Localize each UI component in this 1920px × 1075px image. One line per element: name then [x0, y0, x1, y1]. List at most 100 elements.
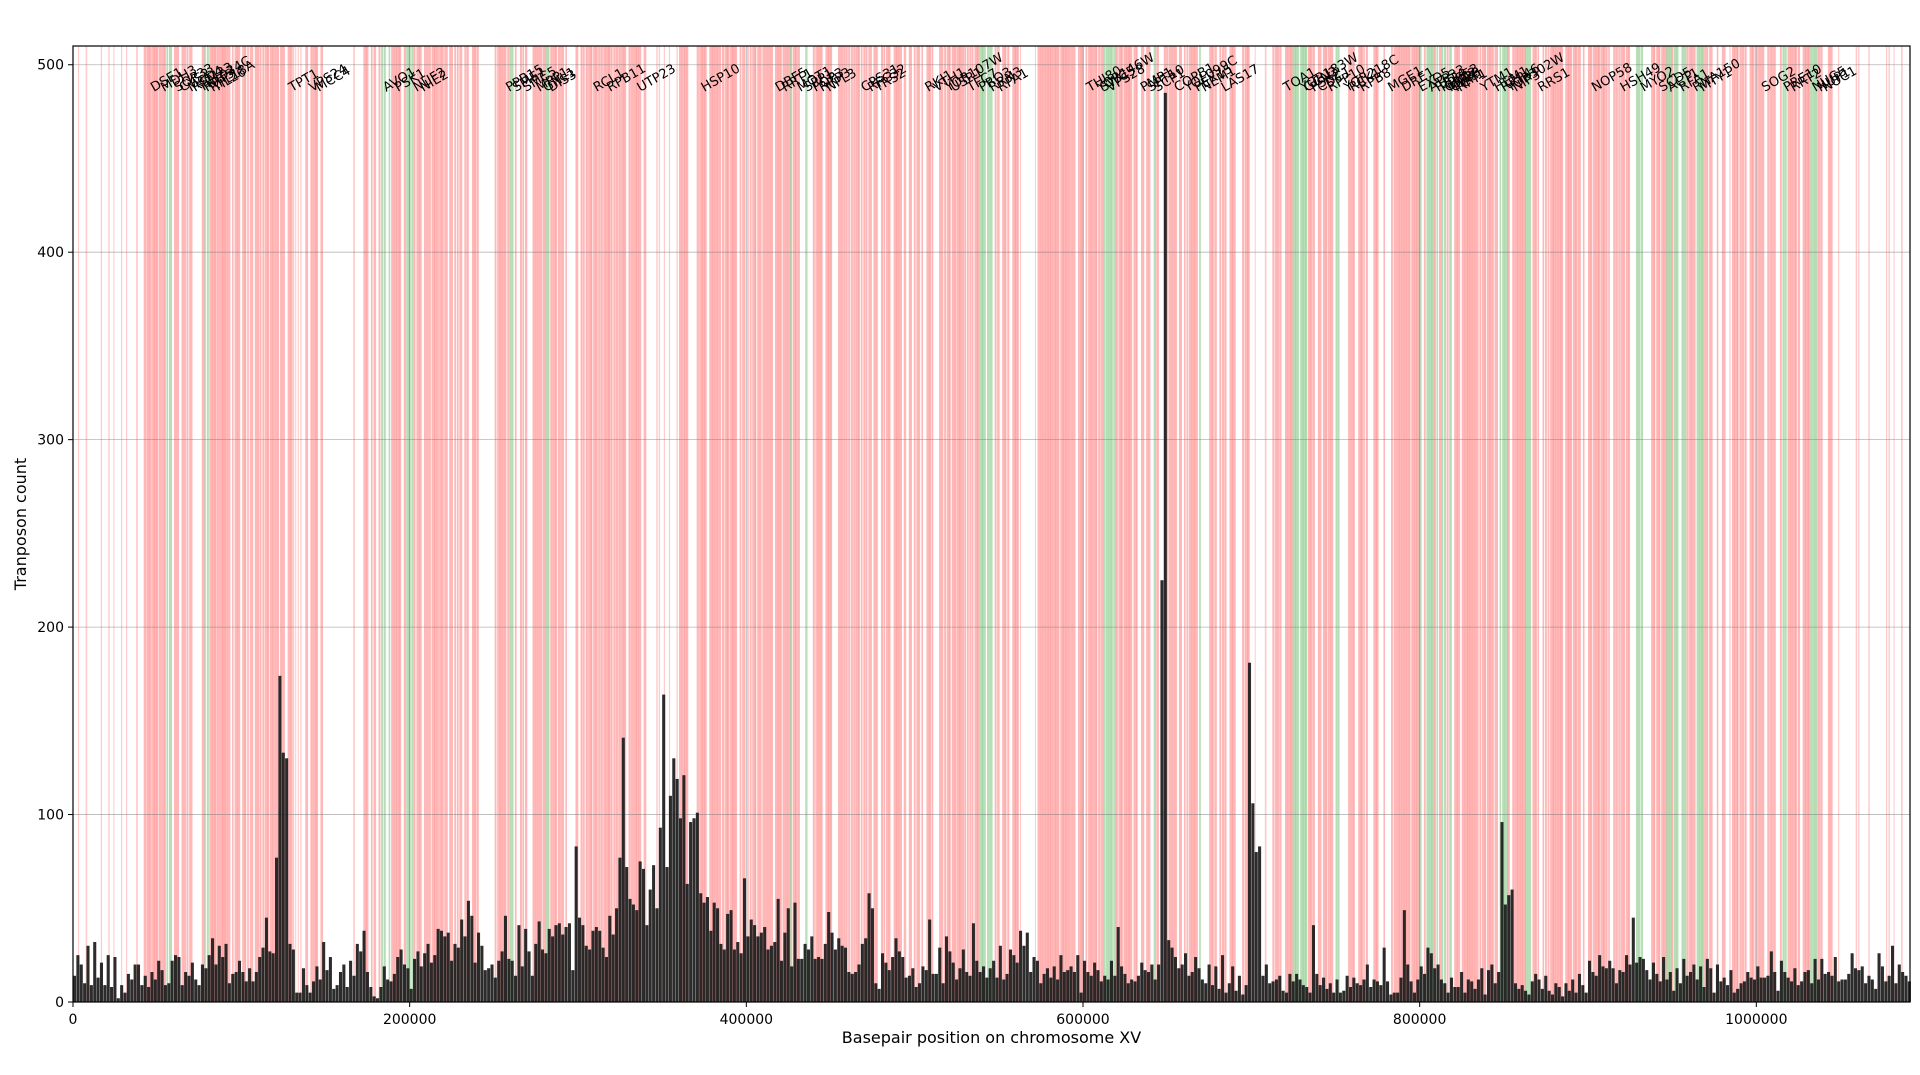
annotation-band	[1363, 46, 1365, 1002]
annotation-band	[173, 46, 177, 1002]
bar	[1019, 930, 1023, 1002]
annotation-band	[1375, 46, 1379, 1002]
annotation-band	[1855, 46, 1858, 1002]
annotation-band	[1613, 46, 1616, 1002]
y-tick-label: 100	[37, 808, 64, 824]
annotation-band	[949, 46, 951, 1002]
annotation-band	[954, 46, 957, 1002]
annotation-band	[1004, 46, 1007, 1002]
bar	[880, 953, 885, 1002]
bar	[1480, 968, 1484, 1002]
annotation-band	[242, 46, 246, 1002]
annotation-band	[1888, 46, 1890, 1002]
bar	[527, 951, 531, 1002]
bar	[887, 970, 891, 1002]
annotation-band	[1148, 46, 1151, 1002]
bar	[1392, 992, 1396, 1002]
bar	[1550, 994, 1555, 1002]
bar	[1244, 985, 1248, 1002]
annotation-band	[1767, 46, 1770, 1002]
bar	[406, 968, 410, 1002]
bar	[625, 867, 629, 1002]
bar	[1396, 992, 1400, 1002]
annotation-band	[378, 46, 381, 1002]
bar	[1443, 983, 1447, 1002]
annotation-band	[636, 46, 640, 1002]
bar	[1544, 975, 1548, 1002]
bar	[1406, 964, 1410, 1002]
bar	[847, 972, 851, 1002]
annotation-band	[234, 46, 238, 1002]
bar	[941, 983, 945, 1002]
annotation-band	[719, 46, 722, 1002]
annotation-band	[1310, 46, 1313, 1002]
annotation-band	[1338, 46, 1340, 1002]
annotation-band	[764, 46, 768, 1002]
bar	[1702, 987, 1706, 1002]
annotation-band	[1353, 46, 1355, 1002]
bar	[1874, 988, 1878, 1002]
bar	[1614, 983, 1618, 1002]
annotation-band	[1277, 46, 1280, 1002]
bar	[1870, 979, 1874, 1002]
bar	[1850, 953, 1854, 1002]
annotation-band	[524, 46, 528, 1002]
annotation-band	[1327, 46, 1331, 1002]
annotation-band	[976, 46, 980, 1002]
bar	[285, 758, 289, 1002]
annotation-band	[1565, 46, 1570, 1002]
annotation-band	[769, 46, 774, 1002]
bar	[1382, 947, 1386, 1002]
annotation-band	[1423, 46, 1426, 1002]
bar	[931, 973, 935, 1002]
bar	[1763, 977, 1767, 1002]
bar	[1884, 981, 1888, 1002]
annotation-band	[219, 46, 224, 1002]
bar	[1894, 983, 1898, 1002]
bar	[1520, 985, 1524, 1002]
bar	[1042, 973, 1046, 1002]
bar	[1335, 979, 1339, 1002]
annotation-band	[1527, 46, 1532, 1002]
annotation-band	[989, 46, 993, 1002]
annotation-band	[792, 46, 797, 1002]
annotation-band	[1709, 46, 1713, 1002]
bar	[766, 949, 770, 1002]
annotation-band	[161, 46, 165, 1002]
bar	[140, 985, 144, 1002]
bar	[1436, 964, 1440, 1002]
bar	[830, 932, 834, 1002]
annotation-band	[681, 46, 685, 1002]
bar	[729, 910, 733, 1002]
annotation-band	[1805, 46, 1809, 1002]
annotation-band	[774, 46, 779, 1002]
bar	[268, 951, 272, 1002]
annotation-band	[658, 46, 661, 1002]
bar	[588, 949, 592, 1002]
annotation-band	[1742, 46, 1745, 1002]
annotation-band	[1317, 46, 1322, 1002]
annotation-band	[1302, 46, 1307, 1002]
bar	[1348, 987, 1353, 1002]
annotation-band	[1504, 46, 1509, 1002]
bar	[177, 957, 181, 1002]
annotation-band	[928, 46, 931, 1002]
annotation-band	[365, 46, 369, 1002]
annotation-band	[272, 46, 275, 1002]
bar-layer	[73, 92, 1911, 1003]
annotation-band	[189, 46, 193, 1002]
annotation-band	[1098, 46, 1101, 1002]
annotation-band	[184, 46, 187, 1002]
annotation-band	[888, 46, 891, 1002]
bar	[1372, 979, 1376, 1002]
bar	[1793, 968, 1797, 1002]
annotation-band	[939, 46, 942, 1002]
annotation-band	[113, 46, 115, 1002]
annotation-band	[1461, 46, 1465, 1002]
annotation-band	[1792, 46, 1796, 1002]
bar	[685, 883, 689, 1002]
bar	[1311, 925, 1315, 1002]
annotation-band	[886, 46, 890, 1002]
annotation-band	[1115, 46, 1118, 1002]
annotation-band	[1295, 46, 1299, 1002]
